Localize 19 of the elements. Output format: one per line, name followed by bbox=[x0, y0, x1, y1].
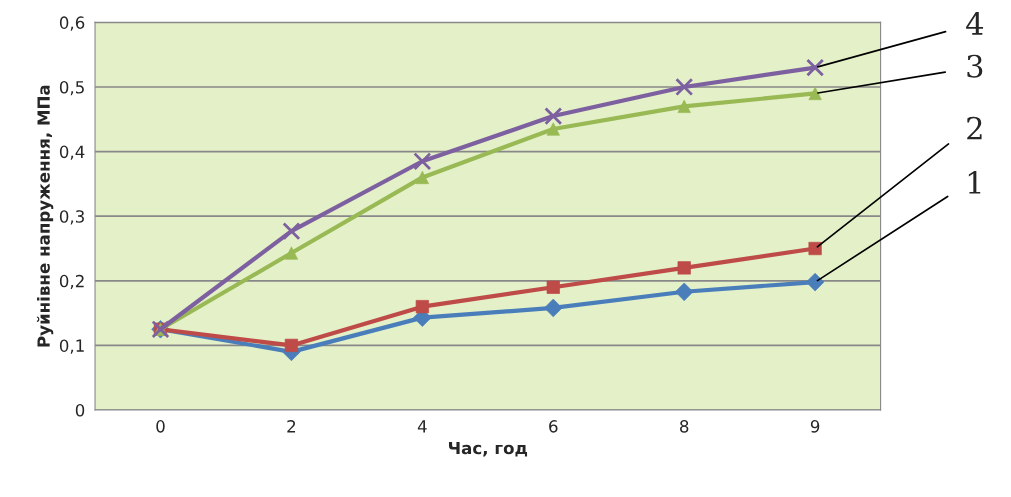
text: 2 bbox=[967, 116, 982, 140]
x-tick-label: 2 bbox=[287, 420, 296, 433]
y-tick-label: 0,4 bbox=[59, 145, 85, 160]
y-tick-label: 0,6 bbox=[59, 16, 85, 31]
text: 1 bbox=[968, 170, 981, 194]
text: 3 bbox=[967, 54, 983, 78]
y-tick-label: 0,1 bbox=[59, 339, 84, 354]
y-tick-label: 0,5 bbox=[59, 80, 84, 96]
y-axis-title: Руйнівне напруження, МПа bbox=[36, 85, 54, 347]
x-tick-label: 6 bbox=[549, 420, 558, 433]
x-tick-label: 0 bbox=[156, 420, 165, 433]
x-tick-label: 8 bbox=[680, 420, 689, 433]
y-tick-label: 0 bbox=[75, 403, 85, 417]
x-tick-label: 4 bbox=[417, 420, 427, 433]
x-axis-title: Час, год bbox=[448, 441, 528, 457]
y-tick-label: 0,2 bbox=[59, 274, 84, 290]
x-tick-label: 9 bbox=[810, 420, 820, 433]
y-tick-label: 0,3 bbox=[59, 210, 84, 225]
text: 4 bbox=[966, 12, 984, 35]
